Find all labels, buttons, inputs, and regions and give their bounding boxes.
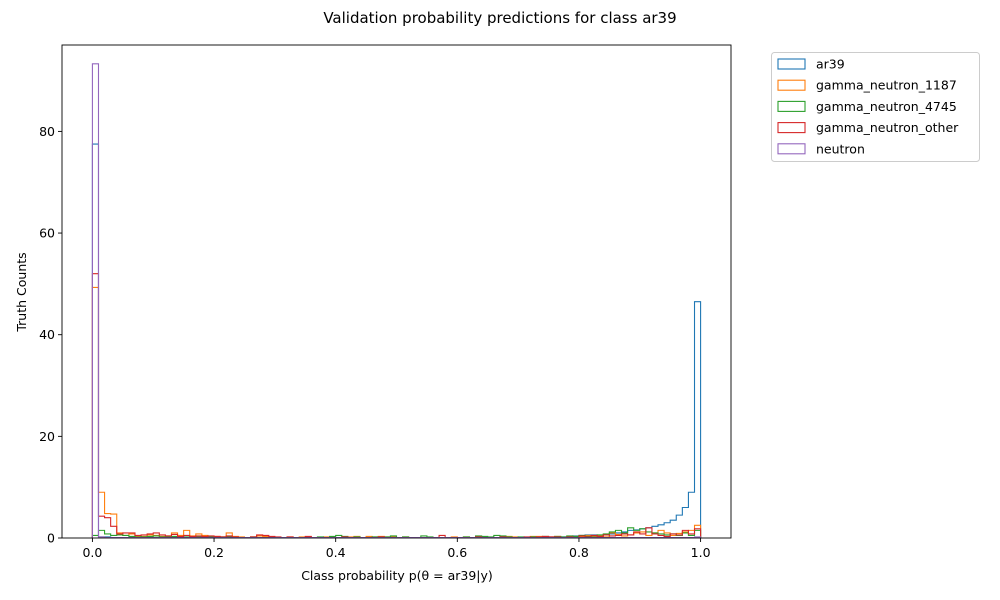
series-ar39-histogram (91, 143, 702, 539)
x-tick-label: 1.0 (691, 545, 711, 560)
legend-swatch (777, 143, 806, 155)
series-gamma-neutron-1187-histogram (91, 286, 702, 539)
y-tick-label: 0 (47, 531, 55, 546)
y-tick-label: 40 (39, 327, 55, 342)
legend-label: gamma_neutron_4745 (816, 99, 957, 114)
x-tick-label: 0.2 (204, 545, 224, 560)
legend-swatch (777, 100, 806, 112)
x-tick-label: 0.4 (326, 545, 346, 560)
x-axis: 0.0 0.2 0.4 0.6 0.8 1.0 (82, 538, 711, 560)
legend-label: ar39 (816, 57, 845, 72)
y-axis-title: Truth Counts (14, 252, 29, 332)
plot-frame (61, 44, 732, 539)
legend-swatch (777, 122, 806, 134)
x-tick-label: 0.8 (569, 545, 589, 560)
y-axis: 0 20 40 60 80 (39, 124, 62, 546)
legend-frame (771, 52, 980, 162)
legend-label: neutron (816, 141, 865, 156)
legend-swatch (777, 58, 806, 70)
y-tick-label: 80 (39, 124, 55, 139)
x-axis-title: Class probability p(θ = ar39|y) (301, 568, 493, 583)
y-tick-label: 20 (39, 429, 55, 444)
plot-area (61, 44, 732, 539)
x-tick-label: 0.0 (82, 545, 102, 560)
y-tick-label: 60 (39, 226, 55, 241)
series-gamma-neutron-other-histogram (91, 273, 702, 539)
x-tick-label: 0.6 (447, 545, 467, 560)
chart-title: Validation probability predictions for c… (323, 9, 676, 27)
legend-label: gamma_neutron_1187 (816, 78, 957, 93)
legend-label: gamma_neutron_other (816, 120, 959, 135)
series-neutron-histogram (91, 63, 702, 539)
legend: ar39 gamma_neutron_1187 gamma_neutron_4745… (771, 52, 980, 162)
legend-swatch (777, 79, 806, 91)
